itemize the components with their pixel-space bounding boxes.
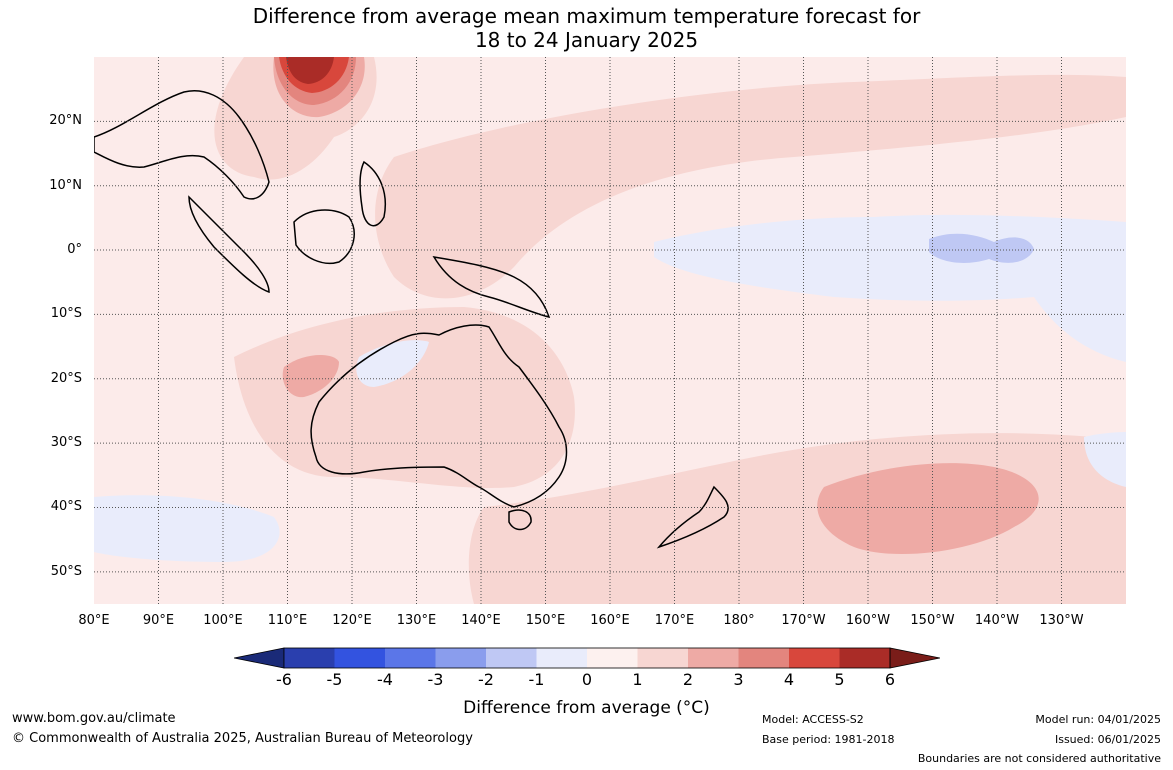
colorbar-tick-label: -2 <box>478 670 494 689</box>
colorbar-segment <box>284 648 335 668</box>
colorbar-segment <box>486 648 537 668</box>
footer-base-period: Base period: 1981-2018 <box>762 733 895 746</box>
lat-label: 20°N <box>49 113 82 129</box>
lat-label: 50°S <box>50 563 82 579</box>
title-line-1: Difference from average mean maximum tem… <box>252 4 921 28</box>
lon-label: 110°E <box>267 613 308 628</box>
map-gridlines <box>94 57 1126 604</box>
colorbar-tick-label: 4 <box>783 670 795 689</box>
colorbar-tick-label: -3 <box>427 670 444 689</box>
coastline-australia <box>310 324 568 508</box>
lon-label: 160°W <box>845 613 891 628</box>
colorbar-segment <box>738 648 789 668</box>
footer-boundaries: Boundaries are not considered authoritat… <box>917 752 1161 765</box>
colorbar-segment <box>587 648 638 668</box>
lon-label: 170°W <box>781 613 826 628</box>
colorbar-segment <box>637 648 688 668</box>
anomaly-area-nw-australia-neg <box>356 340 429 387</box>
coastline-borneo <box>293 209 355 264</box>
anomaly-area-sw-indian-neg <box>94 495 280 562</box>
anomaly-area-equatorial-pacific-neg-1-2 <box>929 233 1034 263</box>
colorbar-extend-low <box>234 647 285 669</box>
colorbar-tick-label: -5 <box>326 670 343 689</box>
lon-label: 150°W <box>910 613 955 628</box>
anomaly-area-pacific-1-2 <box>375 74 1126 299</box>
lon-label: 140°W <box>974 613 1020 628</box>
title-line-2: 18 to 24 January 2025 <box>474 28 699 52</box>
map-canvas <box>94 57 1126 604</box>
colorbar-tick-label: 5 <box>834 670 845 689</box>
lon-label: 180° <box>723 613 755 628</box>
lat-label: 30°S <box>50 435 82 451</box>
lat-label: 20°S <box>50 370 82 386</box>
coastline-new-zealand <box>656 485 729 549</box>
colorbar <box>234 647 940 669</box>
colorbar-tick-label: 2 <box>682 670 694 689</box>
anomaly-area-southern-ocean-1-2 <box>468 433 1126 604</box>
coastline-sumatra <box>188 195 270 294</box>
colorbar-tick-label: -6 <box>276 670 292 689</box>
colorbar-tick-label: 1 <box>632 670 643 689</box>
lon-label: 140°E <box>461 613 501 628</box>
lon-label: 90°E <box>142 613 175 628</box>
lat-label: 10°N <box>49 177 82 193</box>
colorbar-segment <box>385 648 436 668</box>
colorbar-tick-label: -1 <box>528 670 545 689</box>
anomaly-area-equatorial-pacific-neg <box>654 214 1126 362</box>
colorbar-tick-label: 0 <box>581 670 593 689</box>
map-title: Difference from average mean maximum tem… <box>0 4 1173 52</box>
colorbar-extend-high <box>889 647 940 669</box>
colorbar-tick-label: 3 <box>733 670 744 689</box>
anomaly-area-south-pacific-2-3 <box>817 463 1039 555</box>
anomaly-area-w-australia-2-3 <box>282 355 339 398</box>
lon-label: 130°E <box>396 613 437 628</box>
colorbar-segment <box>536 648 587 668</box>
colorbar-frame <box>283 647 891 669</box>
anomaly-area-se-pacific-neg <box>1084 432 1126 487</box>
lon-label: 160°E <box>590 613 630 628</box>
colorbar-segment <box>435 648 486 668</box>
coastline-tasmania <box>508 509 532 531</box>
lat-label: 0° <box>67 242 82 258</box>
footer-issued: Issued: 06/01/2025 <box>1054 733 1161 746</box>
lon-label: 80°E <box>78 613 110 628</box>
lon-label: 130°W <box>1039 613 1084 628</box>
lat-label: 10°S <box>50 306 82 322</box>
colorbar-segment <box>839 648 890 668</box>
footer-model-run: Model run: 04/01/2025 <box>1035 713 1161 726</box>
colorbar-tick-label: 6 <box>884 670 896 689</box>
forecast-map <box>94 57 1126 604</box>
anomaly-area-china-5-6 <box>286 57 334 84</box>
lat-label: 40°S <box>50 499 82 515</box>
anomaly-area-australia-1-2 <box>234 307 575 489</box>
lon-label: 170°E <box>654 613 695 628</box>
colorbar-label: Difference from average (°C) <box>463 698 710 718</box>
footer-model: Model: ACCESS-S2 <box>762 713 864 726</box>
coastline-new-guinea <box>432 255 551 319</box>
colorbar-segment <box>789 648 840 668</box>
footer-site: www.bom.gov.au/climate <box>12 711 176 726</box>
colorbar-segment <box>334 648 385 668</box>
coastline-philippines <box>359 160 386 227</box>
colorbar-tick-label: -4 <box>377 670 393 689</box>
colorbar-segment <box>688 648 739 668</box>
footer-copyright: © Commonwealth of Australia 2025, Austra… <box>12 731 473 746</box>
lon-label: 120°E <box>332 613 372 628</box>
lon-label: 100°E <box>203 613 243 628</box>
coastline-asia-mainland <box>94 90 270 200</box>
lon-label: 150°E <box>525 613 566 628</box>
